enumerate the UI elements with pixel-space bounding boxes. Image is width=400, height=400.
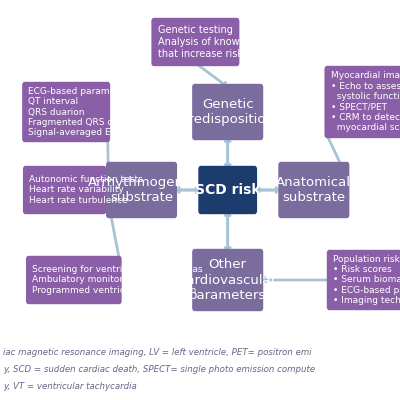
Text: Arrhythmogenic
substrate: Arrhythmogenic substrate: [88, 176, 195, 204]
FancyBboxPatch shape: [151, 18, 239, 66]
Text: Myocardial imaging
• Echo to assess LV
  systolic function
• SPECT/PET
• CRM to : Myocardial imaging • Echo to assess LV s…: [331, 72, 400, 132]
Text: Genetic testing
Analysis of known mutations
that increase risk of SCD: Genetic testing Analysis of known mutati…: [158, 25, 298, 59]
Text: Genetic
predisposition: Genetic predisposition: [181, 98, 275, 126]
Text: y, VT = ventricular tachycardia: y, VT = ventricular tachycardia: [3, 382, 137, 390]
FancyBboxPatch shape: [192, 84, 263, 140]
Text: Autonomic function tests
Heart rate variability
Heart rate turbulence: Autonomic function tests Heart rate vari…: [29, 175, 143, 205]
Text: Anatomical
substrate: Anatomical substrate: [276, 176, 351, 204]
FancyBboxPatch shape: [23, 166, 106, 214]
Text: Population risk assessment
• Risk scores
• Serum biomarkers
• ECG-based paramete: Population risk assessment • Risk scores…: [333, 255, 400, 305]
Text: Screening for ventricular arrhythmias
Ambulatory monitoring for VT
Programmed ve: Screening for ventricular arrhythmias Am…: [32, 265, 203, 295]
Text: y, SCD = sudden cardiac death, SPECT= single photo emission compute: y, SCD = sudden cardiac death, SPECT= si…: [3, 365, 315, 374]
FancyBboxPatch shape: [192, 249, 263, 311]
FancyBboxPatch shape: [106, 162, 177, 218]
FancyBboxPatch shape: [327, 250, 400, 310]
Text: SCD risk: SCD risk: [195, 183, 260, 197]
FancyBboxPatch shape: [198, 166, 257, 214]
FancyBboxPatch shape: [278, 162, 349, 218]
Text: iac magnetic resonance imaging, LV = left ventricle, PET= positron emi: iac magnetic resonance imaging, LV = lef…: [3, 348, 312, 357]
Text: Other
cardiovascular
parameters: Other cardiovascular parameters: [179, 258, 276, 302]
FancyBboxPatch shape: [26, 256, 122, 304]
Text: ECG-based parameters
QT interval
QRS duarion
Fragmented QRS complexes
Signal-ave: ECG-based parameters QT interval QRS dua…: [28, 87, 156, 137]
FancyBboxPatch shape: [22, 82, 110, 142]
FancyBboxPatch shape: [324, 66, 400, 138]
